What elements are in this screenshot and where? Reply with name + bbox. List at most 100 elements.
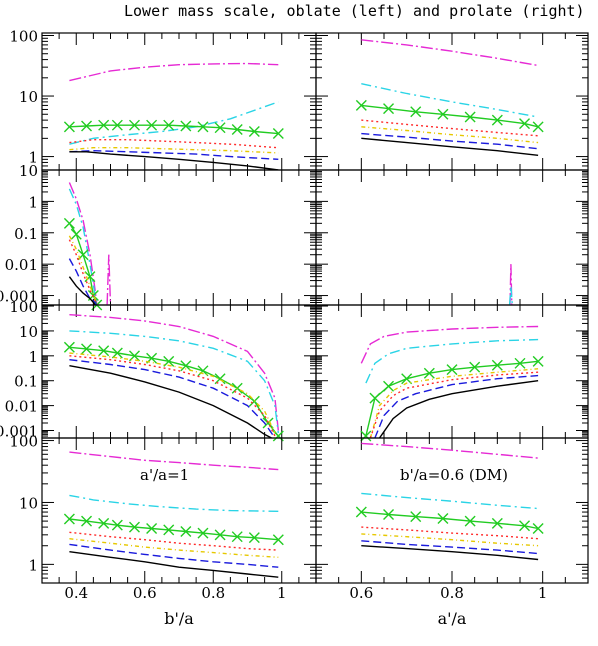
figure-title: Lower mass scale, oblate (left) and prol…	[124, 2, 585, 20]
series-line-cyan	[361, 492, 539, 510]
series-line-magenta	[69, 451, 279, 471]
cross-marker	[464, 111, 476, 123]
cross-marker	[532, 121, 544, 133]
cross-marker	[446, 364, 458, 376]
y-tick-label: 1	[28, 348, 38, 366]
x-tick-label: 1	[538, 584, 548, 602]
series-line-cross	[69, 518, 279, 541]
cross-marker	[423, 367, 435, 379]
series-line-yellow	[69, 146, 279, 154]
x-tick-label: 0.4	[64, 584, 88, 602]
x-tick-label: 0.6	[133, 584, 157, 602]
series-line-cross	[361, 104, 539, 128]
cross-marker	[180, 360, 192, 372]
cross-marker	[111, 519, 123, 531]
series-line-yellow	[69, 538, 279, 558]
series-line-solid	[69, 551, 279, 578]
series-line-dashed	[361, 540, 539, 555]
cross-marker	[355, 99, 367, 111]
cross-marker	[532, 355, 544, 367]
series-line-magenta	[69, 62, 279, 82]
y-tick-label: 100	[9, 433, 38, 451]
series-line-cyan	[68, 188, 98, 305]
cross-marker	[180, 120, 192, 132]
cross-marker	[163, 119, 175, 131]
series-line-dashed	[68, 258, 98, 305]
cross-marker	[383, 380, 395, 392]
x-tick-label: 0.8	[201, 584, 225, 602]
y-tick-label: 10	[19, 494, 38, 512]
cross-marker	[98, 517, 110, 529]
panel-frame-right-row3	[315, 304, 589, 439]
cross-marker	[197, 365, 209, 377]
y-tick-label: 10	[19, 88, 38, 106]
cross-marker	[98, 345, 110, 357]
panel-frame-left-row4	[41, 437, 317, 584]
x-tick-label: 1	[277, 584, 287, 602]
panel-annotation: a'/a=1	[140, 466, 189, 484]
cross-marker	[360, 430, 372, 442]
y-tick-label: 100	[9, 28, 38, 46]
series-line-dotted	[369, 371, 539, 438]
series-line-solid	[378, 380, 539, 438]
cross-marker	[410, 106, 422, 118]
x-tick-label: 0.6	[349, 584, 373, 602]
series-line-dashed	[69, 149, 279, 160]
series-line-dotted	[361, 526, 539, 540]
cross-marker	[70, 228, 82, 240]
cross-marker	[81, 120, 93, 132]
cross-marker	[464, 515, 476, 527]
cross-marker	[355, 506, 367, 518]
series-line-yellow	[369, 368, 539, 438]
cross-marker	[111, 347, 123, 359]
cross-marker	[63, 121, 75, 133]
series-line-cyan	[69, 101, 279, 145]
series-line-dotted	[69, 138, 279, 149]
y-tick-label: 1	[28, 193, 38, 211]
cross-marker	[491, 517, 503, 529]
x-axis-label: b'/a	[164, 609, 194, 628]
series-line-magenta	[69, 314, 279, 431]
cross-marker	[514, 357, 526, 369]
y-tick-label: 0.01	[5, 398, 38, 416]
series-line-cyan	[69, 330, 279, 433]
cross-marker	[437, 513, 449, 525]
cross-marker	[272, 534, 284, 546]
y-tick-label: 0.001	[0, 288, 38, 306]
series-line-magenta	[361, 39, 539, 67]
cross-marker	[163, 355, 175, 367]
series-line-dashed	[374, 374, 539, 438]
x-axis-label: a'/a	[438, 609, 467, 628]
y-tick-label: 0.1	[14, 373, 38, 391]
series-line-yellow	[361, 126, 539, 144]
series-line-solid	[69, 151, 279, 170]
cross-marker	[272, 128, 284, 140]
series-line-dotted	[69, 355, 276, 437]
series-line-solid	[361, 137, 539, 156]
cross-marker	[262, 417, 274, 429]
cross-marker	[197, 121, 209, 133]
series-line-solid	[69, 365, 272, 438]
cross-marker	[519, 118, 531, 130]
series-line-cyan	[365, 338, 539, 384]
cross-marker	[63, 513, 75, 525]
series-line-yellow	[69, 352, 276, 434]
series-line-dotted	[68, 239, 98, 305]
cross-marker	[248, 532, 260, 544]
series-line-cyan	[361, 83, 539, 118]
cross-marker	[383, 508, 395, 520]
series-line-cyan	[69, 494, 279, 512]
series-line-magenta	[360, 325, 539, 364]
cross-marker	[491, 359, 503, 371]
panel-frame-right-row2	[315, 169, 589, 306]
cross-marker	[231, 531, 243, 543]
cross-marker	[369, 392, 381, 404]
series-line-yellow	[361, 533, 539, 547]
cross-marker	[111, 119, 123, 131]
series-line-dotted	[361, 119, 539, 137]
y-tick-label: 100	[9, 298, 38, 316]
series-line-magenta	[361, 442, 539, 459]
panel-frame-left-row1	[41, 32, 317, 171]
cross-marker	[214, 529, 226, 541]
series-line-dashed	[69, 543, 279, 568]
